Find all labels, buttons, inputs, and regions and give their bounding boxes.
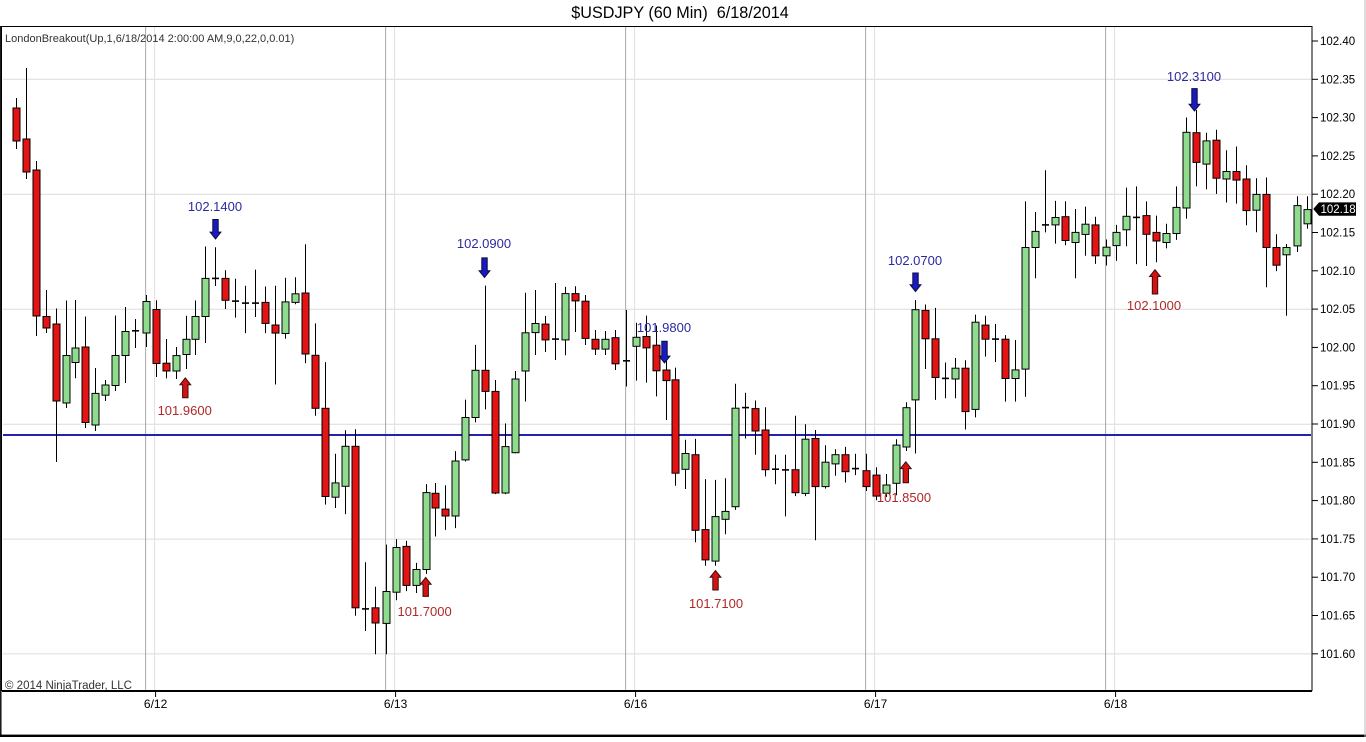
svg-text:101.80: 101.80 (1320, 496, 1355, 508)
svg-text:101.60: 101.60 (1320, 649, 1355, 661)
svg-text:102.10: 102.10 (1320, 266, 1355, 278)
svg-text:102.18: 102.18 (1321, 204, 1356, 216)
svg-text:102.1400: 102.1400 (188, 199, 242, 214)
svg-text:6/18: 6/18 (1104, 697, 1128, 711)
svg-text:101.9800: 101.9800 (637, 320, 691, 335)
svg-text:101.90: 101.90 (1320, 419, 1355, 431)
svg-text:6/17: 6/17 (864, 697, 888, 711)
svg-text:102.0700: 102.0700 (888, 253, 942, 268)
svg-text:101.95: 101.95 (1320, 381, 1355, 393)
svg-text:101.8500: 101.8500 (877, 490, 931, 505)
svg-text:102.3100: 102.3100 (1167, 69, 1221, 84)
svg-text:102.00: 102.00 (1320, 342, 1355, 354)
svg-text:102.1000: 102.1000 (1127, 298, 1181, 313)
svg-text:102.35: 102.35 (1320, 74, 1355, 86)
svg-text:102.25: 102.25 (1320, 151, 1355, 163)
svg-text:102.20: 102.20 (1320, 189, 1355, 201)
svg-text:LondonBreakout(Up,1,6/18/2014: LondonBreakout(Up,1,6/18/2014 2:00:00 AM… (5, 33, 294, 45)
svg-text:102.0900: 102.0900 (457, 236, 511, 251)
svg-text:6/16: 6/16 (624, 697, 648, 711)
svg-text:101.7000: 101.7000 (397, 604, 451, 619)
svg-text:101.7100: 101.7100 (689, 596, 743, 611)
svg-text:101.75: 101.75 (1320, 534, 1355, 546)
svg-text:6/12: 6/12 (144, 697, 168, 711)
svg-text:102.05: 102.05 (1320, 304, 1355, 316)
svg-text:© 2014 NinjaTrader, LLC: © 2014 NinjaTrader, LLC (5, 680, 132, 692)
svg-text:102.40: 102.40 (1320, 36, 1355, 48)
svg-text:101.9600: 101.9600 (158, 403, 212, 418)
svg-text:102.30: 102.30 (1320, 113, 1355, 125)
svg-text:102.15: 102.15 (1320, 228, 1355, 240)
svg-text:101.65: 101.65 (1320, 611, 1355, 623)
svg-text:6/13: 6/13 (384, 697, 408, 711)
svg-text:101.70: 101.70 (1320, 572, 1355, 584)
svg-text:$USDJPY (60 Min) 6/18/2014: $USDJPY (60 Min) 6/18/2014 (571, 4, 788, 22)
svg-text:101.85: 101.85 (1320, 457, 1355, 469)
